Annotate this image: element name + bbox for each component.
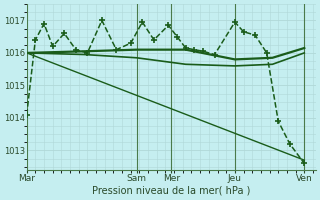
X-axis label: Pression niveau de la mer( hPa ): Pression niveau de la mer( hPa ): [92, 186, 251, 196]
